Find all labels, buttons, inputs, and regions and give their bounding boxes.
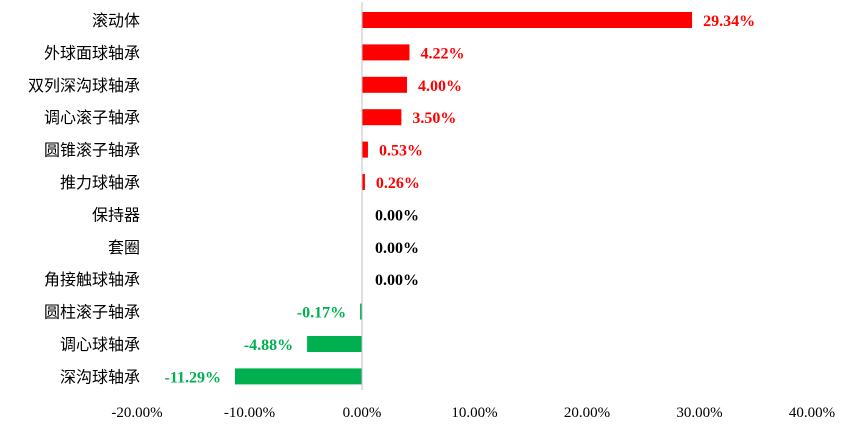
- x-tick-label: 20.00%: [564, 405, 610, 421]
- category-label: 套圈: [108, 238, 140, 257]
- category-label: 推力球轴承: [60, 173, 140, 192]
- data-label: 0.00%: [375, 272, 419, 289]
- bar: [362, 174, 365, 190]
- bar: [362, 12, 693, 28]
- category-labels: 滚动体外球面球轴承双列深沟球轴承调心滚子轴承圆锥滚子轴承推力球轴承保持器套圈角接…: [28, 11, 140, 386]
- x-tick-label: 10.00%: [451, 405, 497, 421]
- data-label: 0.00%: [375, 240, 419, 257]
- bar: [362, 44, 410, 61]
- category-label: 圆锥滚子轴承: [44, 141, 140, 160]
- data-label: 0.00%: [375, 207, 419, 224]
- data-label: 0.53%: [379, 143, 423, 160]
- category-label: 保持器: [92, 205, 140, 224]
- category-label: 圆柱滚子轴承: [44, 303, 140, 322]
- data-label: -11.29%: [165, 369, 221, 386]
- bar: [307, 336, 362, 352]
- bar: [362, 109, 402, 126]
- data-label: 4.22%: [420, 45, 464, 62]
- category-label: 外球面球轴承: [44, 43, 140, 62]
- category-label: 调心球轴承: [60, 335, 140, 354]
- data-label: 29.34%: [703, 13, 755, 30]
- x-tick-label: 0.00%: [343, 405, 382, 421]
- x-tick-label: -10.00%: [224, 405, 275, 421]
- bar: [360, 303, 362, 320]
- bar: [362, 141, 368, 158]
- x-tick-label: -20.00%: [111, 405, 162, 421]
- bar: [234, 368, 362, 385]
- category-label: 双列深沟球轴承: [28, 76, 140, 95]
- bars-layer: [234, 12, 693, 385]
- x-tick-label: 30.00%: [676, 405, 722, 421]
- category-label: 深沟球轴承: [60, 367, 140, 386]
- category-label: 调心滚子轴承: [44, 108, 140, 127]
- data-label: 4.00%: [418, 78, 462, 95]
- data-label: -4.88%: [244, 337, 293, 354]
- x-tick-label: 40.00%: [789, 405, 835, 421]
- category-label: 滚动体: [92, 11, 140, 30]
- bar: [362, 76, 407, 93]
- data-label: -0.17%: [297, 305, 346, 322]
- data-label: 3.50%: [412, 110, 456, 127]
- x-axis-tick-labels: -20.00% -10.00% 0.00% 10.00% 20.00% 30.00% 40.…: [111, 405, 835, 421]
- category-label: 角接触球轴承: [44, 270, 140, 289]
- data-label: 0.26%: [376, 175, 420, 192]
- data-labels: 29.34% 4.22% 4.00% 3.50% 0.53% 0.26% 0.00% 0.00…: [165, 13, 756, 386]
